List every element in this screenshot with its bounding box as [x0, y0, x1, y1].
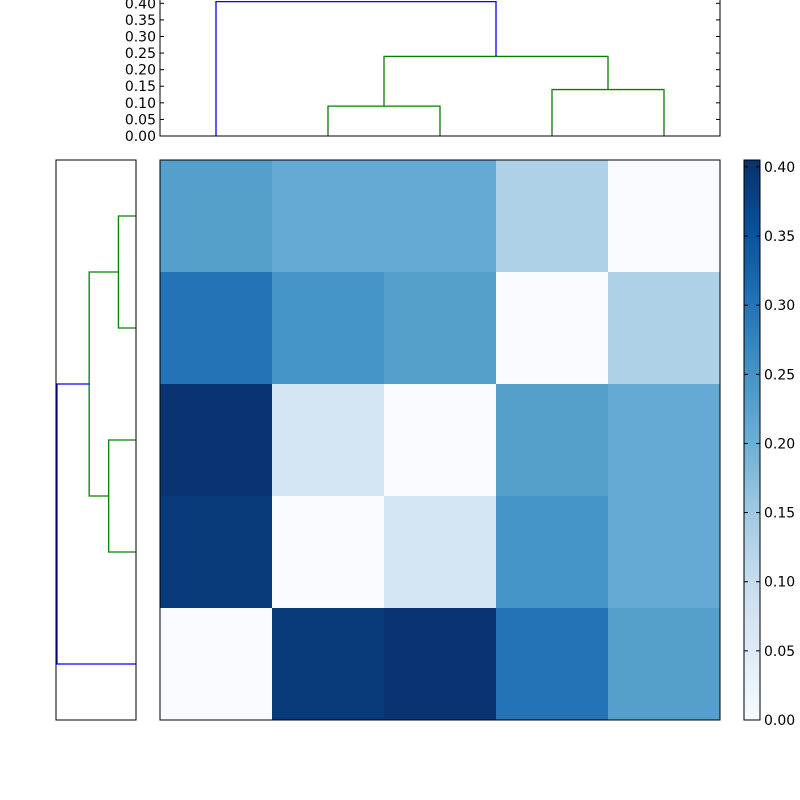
heatmap-cell-4-1	[272, 608, 385, 721]
top-ytick-label-8: 0.40	[125, 0, 156, 12]
colorbar-tick-label-7: 0.35	[764, 229, 795, 245]
colorbar-tick-label-5: 0.25	[764, 367, 795, 383]
heatmap-cell-2-2	[384, 384, 497, 497]
heatmap-cell-0-4	[608, 160, 721, 273]
left-dendrogram-link-2	[88, 271, 119, 497]
heatmap-cell-2-1	[272, 384, 385, 497]
heatmap-cell-2-3	[496, 384, 609, 497]
colorbar-tick-label-6: 0.30	[764, 298, 795, 314]
top-dendrogram-link-3	[215, 1, 497, 136]
heatmap-cell-2-4	[608, 384, 721, 497]
heatmap-cell-0-2	[384, 160, 497, 273]
heatmap-cell-4-2	[384, 608, 497, 721]
top-ytick-label-4: 0.20	[125, 63, 156, 79]
colorbar-tick-label-8: 0.40	[764, 160, 795, 176]
colorbar-tick-label-0: 0.00	[764, 713, 795, 729]
heatmap-cell-4-4	[608, 608, 721, 721]
heatmap-cell-4-0	[160, 608, 273, 721]
heatmap-cell-0-0	[160, 160, 273, 273]
top-ytick-label-7: 0.35	[125, 13, 156, 29]
heatmap-cell-4-3	[496, 608, 609, 721]
top-dendrogram-frame	[159, 0, 721, 137]
colorbar-tick-label-3: 0.15	[764, 506, 795, 522]
heatmap-cell-3-4	[608, 496, 721, 609]
heatmap-cell-1-4	[608, 272, 721, 385]
heatmap-cell-1-0	[160, 272, 273, 385]
heatmap-cell-2-0	[160, 384, 273, 497]
heatmap-cell-3-3	[496, 496, 609, 609]
top-dendrogram-link-2	[383, 55, 609, 107]
left-dendrogram-frame	[55, 159, 137, 721]
heatmap-panel	[159, 159, 721, 721]
heatmap-cell-1-1	[272, 272, 385, 385]
top-dendrogram-panel: 0.000.050.100.150.200.250.300.350.40	[125, 0, 721, 145]
heatmap-frame	[159, 159, 721, 721]
top-ytick-label-0: 0.00	[125, 129, 156, 145]
colorbar-tick-label-4: 0.20	[764, 436, 795, 452]
left-dendrogram-panel	[55, 159, 137, 721]
heatmap-cell-1-2	[384, 272, 497, 385]
left-dendrogram-link-3	[56, 383, 136, 665]
heatmap-cell-0-3	[496, 160, 609, 273]
colorbar-panel: 0.00 0.05 0.10 0.15 0.20 0.25 0.30 0.35 0.40	[743, 159, 795, 729]
top-ytick-label-2: 0.10	[125, 96, 156, 112]
top-ytick-label-6: 0.30	[125, 29, 156, 45]
top-ytick-label-5: 0.25	[125, 46, 156, 62]
top-ytick-label-1: 0.05	[125, 112, 156, 128]
heatmap-cell-0-1	[272, 160, 385, 273]
left-dendrogram-link-1	[108, 439, 136, 553]
top-dendrogram-link-1	[551, 88, 665, 136]
heatmap-cell-1-3	[496, 272, 609, 385]
colorbar-bar	[743, 159, 761, 721]
colorbar-tick-label-1: 0.05	[764, 644, 795, 660]
top-ytick-label-3: 0.15	[125, 79, 156, 95]
heatmap-cell-3-0	[160, 496, 273, 609]
top-dendrogram-link-0	[327, 105, 441, 136]
heatmap-cell-3-1	[272, 496, 385, 609]
colorbar-tick-label-2: 0.10	[764, 575, 795, 591]
left-dendrogram-link-0	[117, 215, 136, 329]
heatmap-cell-3-2	[384, 496, 497, 609]
